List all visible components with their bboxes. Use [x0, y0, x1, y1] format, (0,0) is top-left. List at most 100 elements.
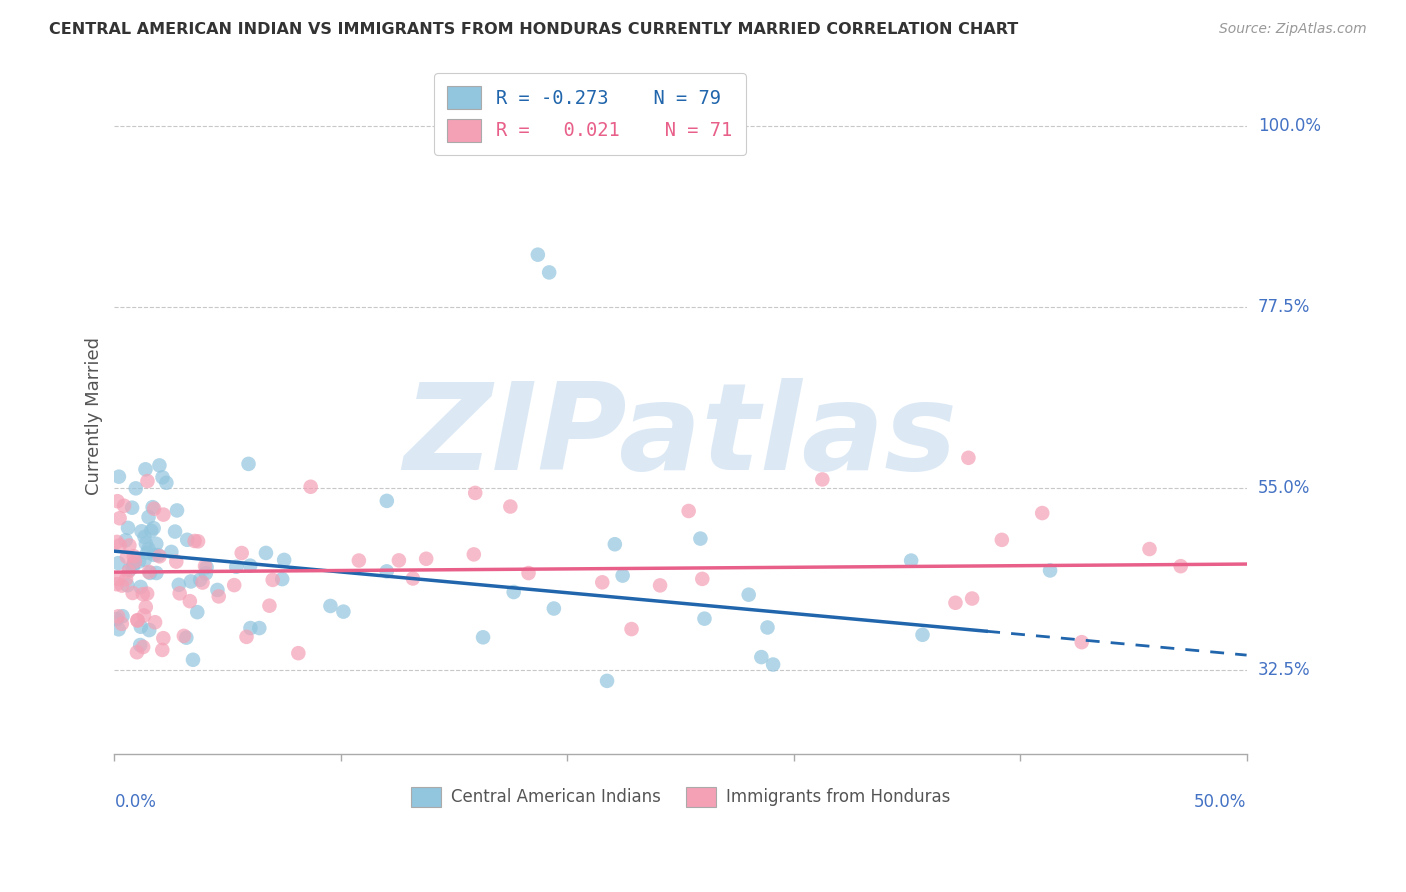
- Point: [224, 578, 246, 592]
- Text: Source: ZipAtlas.com: Source: ZipAtlas.com: [1219, 22, 1367, 37]
- Point: [111, 578, 134, 592]
- Point: [375, 565, 398, 579]
- Point: [138, 510, 160, 524]
- Point: [142, 500, 165, 515]
- Point: [114, 533, 136, 548]
- Point: [145, 537, 167, 551]
- Point: [207, 582, 229, 597]
- Point: [129, 638, 152, 652]
- Point: [122, 557, 145, 571]
- Point: [1070, 635, 1092, 649]
- Point: [620, 622, 643, 636]
- Point: [591, 575, 613, 590]
- Point: [176, 631, 198, 645]
- Text: 55.0%: 55.0%: [1258, 479, 1310, 498]
- Point: [517, 566, 540, 580]
- Point: [173, 629, 195, 643]
- Point: [332, 605, 354, 619]
- Point: [107, 623, 129, 637]
- Point: [299, 480, 322, 494]
- Point: [464, 486, 486, 500]
- Point: [991, 533, 1014, 547]
- Point: [271, 572, 294, 586]
- Point: [1031, 506, 1053, 520]
- Point: [191, 575, 214, 590]
- Point: [502, 585, 524, 599]
- Point: [117, 565, 139, 579]
- Point: [690, 572, 713, 586]
- Point: [194, 566, 217, 581]
- Point: [1139, 542, 1161, 557]
- Point: [259, 599, 281, 613]
- Point: [186, 605, 208, 619]
- Point: [143, 615, 166, 630]
- Point: [108, 511, 131, 525]
- Text: ZIPatlas: ZIPatlas: [404, 377, 957, 495]
- Point: [155, 475, 177, 490]
- Point: [121, 560, 143, 574]
- Point: [139, 566, 162, 580]
- Point: [132, 587, 155, 601]
- Point: [115, 549, 138, 564]
- Point: [347, 553, 370, 567]
- Point: [273, 553, 295, 567]
- Point: [145, 566, 167, 580]
- Point: [129, 580, 152, 594]
- Point: [254, 546, 277, 560]
- Point: [132, 608, 155, 623]
- Point: [239, 558, 262, 573]
- Point: [125, 645, 148, 659]
- Point: [499, 500, 522, 514]
- Point: [117, 578, 139, 592]
- Point: [811, 472, 834, 486]
- Point: [134, 530, 156, 544]
- Point: [900, 553, 922, 567]
- Point: [136, 474, 159, 488]
- Point: [693, 612, 716, 626]
- Point: [138, 623, 160, 637]
- Point: [150, 643, 173, 657]
- Point: [105, 612, 128, 626]
- Point: [388, 553, 411, 567]
- Point: [138, 541, 160, 556]
- Point: [108, 469, 131, 483]
- Point: [108, 538, 131, 552]
- Text: 32.5%: 32.5%: [1258, 661, 1310, 679]
- Point: [136, 546, 159, 560]
- Point: [239, 621, 262, 635]
- Point: [737, 588, 759, 602]
- Point: [121, 500, 143, 515]
- Text: 0.0%: 0.0%: [114, 793, 156, 811]
- Point: [111, 616, 134, 631]
- Point: [180, 574, 202, 589]
- Point: [538, 265, 561, 279]
- Legend: Central American Indians, Immigrants from Honduras: Central American Indians, Immigrants fro…: [404, 780, 957, 814]
- Point: [375, 494, 398, 508]
- Point: [194, 559, 217, 574]
- Point: [131, 524, 153, 539]
- Point: [165, 524, 187, 539]
- Point: [148, 458, 170, 473]
- Point: [125, 481, 148, 495]
- Point: [107, 572, 129, 586]
- Point: [107, 494, 129, 508]
- Point: [756, 620, 779, 634]
- Point: [751, 650, 773, 665]
- Point: [136, 586, 159, 600]
- Point: [527, 248, 550, 262]
- Point: [195, 560, 218, 574]
- Point: [596, 673, 619, 688]
- Point: [117, 521, 139, 535]
- Point: [160, 545, 183, 559]
- Point: [135, 536, 157, 550]
- Point: [179, 594, 201, 608]
- Point: [287, 646, 309, 660]
- Point: [762, 657, 785, 672]
- Text: CENTRAL AMERICAN INDIAN VS IMMIGRANTS FROM HONDURAS CURRENTLY MARRIED CORRELATIO: CENTRAL AMERICAN INDIAN VS IMMIGRANTS FR…: [49, 22, 1018, 37]
- Point: [127, 613, 149, 627]
- Point: [183, 534, 205, 549]
- Point: [111, 609, 134, 624]
- Point: [121, 586, 143, 600]
- Point: [957, 450, 980, 465]
- Point: [1039, 564, 1062, 578]
